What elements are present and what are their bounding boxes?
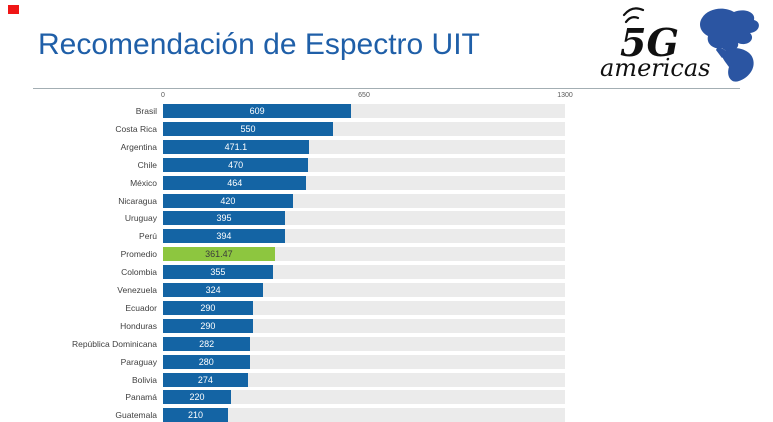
category-label: Perú (139, 231, 157, 242)
x-axis-tick-label: 650 (358, 92, 370, 99)
red-marker (8, 5, 19, 14)
bar: 395 (163, 211, 286, 226)
category-label: Panamá (125, 392, 157, 403)
logo-americas-text: americas (600, 54, 710, 82)
category-label: Ecuador (125, 302, 157, 313)
category-label: Chile (137, 159, 157, 170)
bar-value-label: 220 (189, 392, 205, 403)
bar-value-label: 280 (198, 356, 214, 367)
bar-promedio-highlight: 361.47 (163, 247, 275, 262)
5g-americas-logo-graphic: 5G americas (600, 7, 759, 82)
category-label: Venezuela (117, 285, 157, 295)
x-axis-tick-label: 1300 (557, 92, 573, 99)
row-background-strip (163, 318, 565, 333)
row-background-strip (163, 300, 565, 315)
bar-value-label: 274 (197, 374, 213, 385)
category-label: Costa Rica (115, 123, 157, 134)
bar-value-label: 609 (249, 106, 265, 116)
category-label: Honduras (120, 320, 157, 331)
bar: 355 (163, 265, 273, 280)
bar: 609 (163, 104, 352, 118)
category-label: Uruguay (124, 213, 157, 224)
bar-value-label: 550 (240, 123, 256, 134)
page-title: Recomendación de Espectro UIT (38, 28, 480, 61)
bar-value-label: 355 (210, 267, 226, 278)
bar-value-label: 290 (200, 302, 216, 313)
x-axis-tick-label: 0 (161, 92, 165, 99)
bar-value-label: 395 (216, 213, 232, 224)
brand-logo: 5G americas (598, 6, 763, 84)
bar: 220 (163, 390, 232, 405)
bar-value-label: 471.1 (224, 141, 248, 152)
category-label: Promedio (120, 249, 157, 260)
bar-value-label: 210 (187, 410, 203, 421)
signal-waves-icon (622, 7, 645, 24)
bar-value-label: 361.47 (205, 249, 233, 260)
bar: 324 (163, 283, 264, 297)
category-label: República Dominicana (71, 338, 157, 349)
row-background-strip (163, 408, 565, 422)
category-label: Brasil (135, 106, 157, 116)
bar: 550 (163, 121, 334, 136)
row-background-strip (163, 283, 565, 297)
bar: 290 (163, 300, 253, 315)
bar: 394 (163, 229, 285, 244)
logo-5g-text: 5G (620, 20, 679, 65)
category-label: México (130, 177, 157, 188)
bar-value-label: 420 (220, 195, 236, 206)
bar: 282 (163, 336, 251, 351)
gridline (364, 104, 365, 422)
bar-value-label: 394 (216, 231, 232, 242)
bar-value-label: 324 (205, 285, 221, 295)
row-background-strip (163, 354, 565, 369)
bar: 470 (163, 157, 309, 172)
bar: 280 (163, 354, 250, 369)
bar: 210 (163, 408, 228, 422)
bar-value-label: 464 (227, 177, 243, 188)
row-background-strip (163, 336, 565, 351)
category-label: Nicaragua (118, 195, 157, 206)
x-axis-line (33, 88, 740, 89)
bar: 274 (163, 372, 248, 387)
bar-value-label: 470 (228, 159, 244, 170)
bar: 464 (163, 175, 307, 190)
row-background-strip (163, 390, 565, 405)
gridline (565, 104, 566, 422)
bar: 290 (163, 318, 253, 333)
category-label: Bolivia (131, 374, 157, 385)
category-label: Argentina (120, 141, 157, 152)
bar: 420 (163, 193, 293, 208)
category-label: Guatemala (115, 410, 157, 421)
category-label: Paraguay (120, 356, 157, 367)
americas-map-graphic (700, 8, 759, 82)
bar-value-label: 282 (199, 338, 215, 349)
bar: 471.1 (163, 139, 309, 154)
row-background-strip (163, 372, 565, 387)
bar-value-label: 290 (200, 320, 216, 331)
category-label: Colombia (121, 267, 157, 278)
